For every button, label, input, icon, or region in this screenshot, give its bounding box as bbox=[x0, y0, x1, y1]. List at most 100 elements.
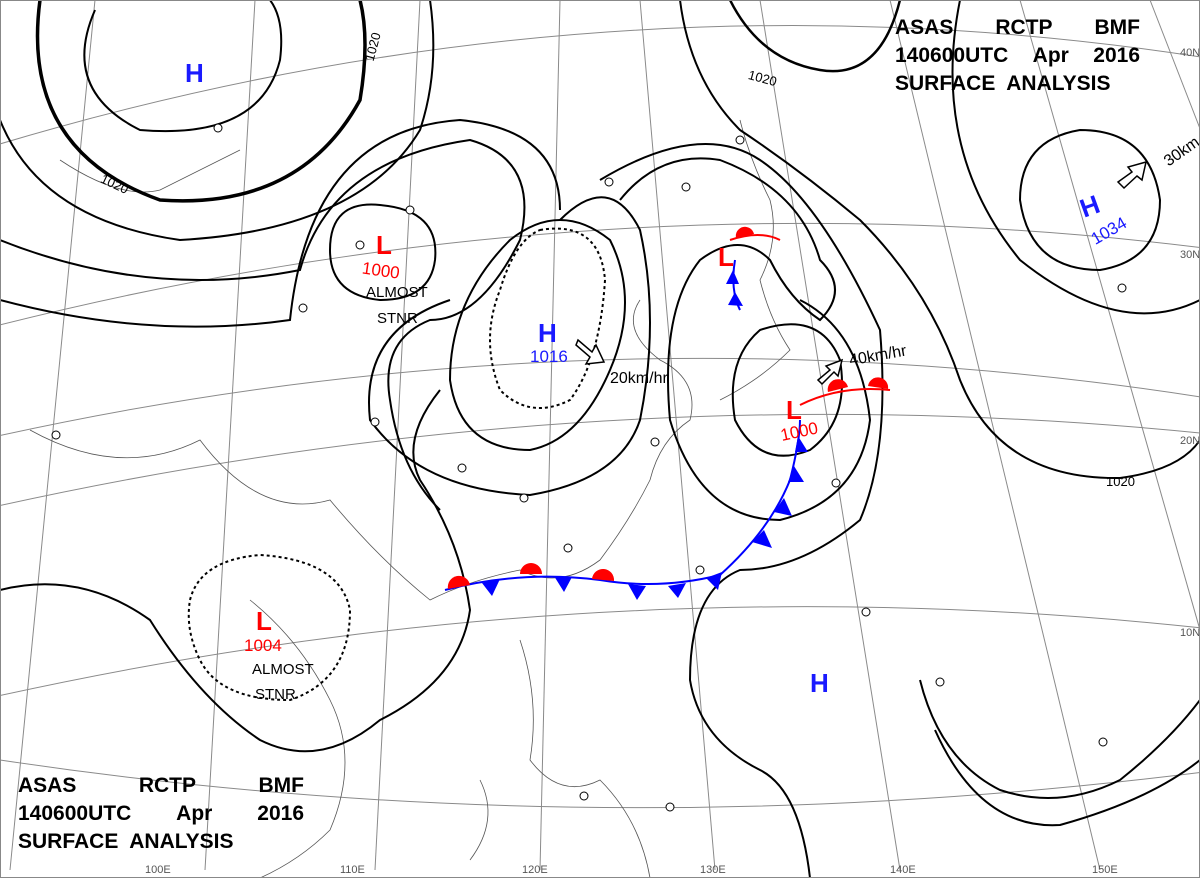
isobar bbox=[951, 0, 1200, 315]
isobar bbox=[728, 0, 902, 73]
warm-front-symbol bbox=[735, 226, 754, 238]
stationary-front bbox=[444, 574, 721, 591]
header-text: BMF bbox=[258, 774, 305, 797]
warm-front-symbol bbox=[868, 377, 889, 389]
header-text: SURFACE ANALYSIS bbox=[18, 830, 234, 853]
warm-front-symbol bbox=[520, 563, 542, 574]
cold-front bbox=[719, 419, 801, 576]
motion-speed: 20km/hr bbox=[610, 370, 668, 387]
station-plots bbox=[51, 123, 1127, 812]
header-text: 2016 bbox=[1093, 44, 1140, 67]
isobar-label: 1020 bbox=[98, 171, 131, 197]
isobar bbox=[0, 389, 472, 753]
isobar-label: 1020 bbox=[362, 31, 384, 63]
isobar bbox=[1018, 128, 1162, 272]
header-text: RCTP bbox=[995, 16, 1053, 39]
dashed-isobars bbox=[187, 227, 607, 702]
longitude-label: 140E bbox=[890, 864, 916, 876]
isobar bbox=[731, 323, 843, 457]
longitude-label: 110E bbox=[340, 864, 365, 876]
system-note: ALMOST bbox=[366, 284, 428, 301]
motion-speed: 40km/hr bbox=[848, 342, 909, 369]
motion-arrow-icon bbox=[1116, 160, 1148, 190]
cold-front-symbol bbox=[752, 530, 772, 548]
system-note: STNR bbox=[377, 310, 418, 327]
motion-arrow-icon bbox=[575, 338, 606, 365]
longitude-label: 100E bbox=[145, 864, 171, 876]
isobar bbox=[0, 118, 561, 328]
header-text: 140600UTC bbox=[18, 802, 132, 825]
cold-front-symbol bbox=[554, 576, 572, 592]
longitude-label: 130E bbox=[700, 864, 726, 876]
coastlines bbox=[29, 119, 791, 878]
chart-header-top: ASAS RCTP BMF 140600UTC Apr 2016 SURFACE ANALY… bbox=[895, 14, 1140, 98]
cold-front-symbol bbox=[795, 436, 808, 452]
motion-arrows bbox=[575, 160, 1148, 386]
warm-front-symbol bbox=[447, 575, 470, 589]
isobar bbox=[0, 0, 435, 242]
cold-front-symbol bbox=[788, 466, 804, 482]
cold-front-symbol bbox=[628, 584, 646, 600]
cold-front-symbol bbox=[728, 292, 743, 306]
low-pressure-symbol: L bbox=[718, 242, 734, 272]
isobar bbox=[368, 196, 651, 497]
cold-front bbox=[732, 259, 741, 311]
high-pressure-value: 1016 bbox=[530, 347, 568, 366]
header-text: 2016 bbox=[257, 802, 304, 825]
cold-front-symbol bbox=[482, 579, 500, 596]
isobar bbox=[934, 729, 1200, 827]
cold-front-symbol bbox=[668, 583, 686, 598]
isobar bbox=[679, 0, 1200, 480]
cold-front-symbol bbox=[726, 270, 739, 284]
high-pressure-symbol: H bbox=[185, 58, 204, 88]
high-pressure-symbol: H bbox=[1076, 189, 1104, 224]
latitude-label: 40N bbox=[1180, 47, 1200, 59]
header-text: BMF bbox=[1094, 16, 1141, 39]
latitude-label: 30N bbox=[1180, 249, 1200, 261]
low-pressure-symbol: L bbox=[786, 395, 802, 425]
longitude-label: 120E bbox=[522, 864, 548, 876]
longitude-label: 150E bbox=[1092, 864, 1118, 876]
cold-front-symbol bbox=[774, 498, 792, 516]
low-pressure-symbol: L bbox=[256, 606, 272, 636]
isobar-label: 1020 bbox=[747, 67, 779, 89]
isobar bbox=[83, 0, 283, 133]
header-text: SURFACE ANALYSIS bbox=[895, 72, 1111, 95]
cold-front-symbol bbox=[706, 572, 722, 590]
header-text: 140600UTC bbox=[895, 44, 1009, 67]
motion-arrow-icon bbox=[816, 358, 844, 386]
high-pressure-symbol: H bbox=[810, 668, 829, 698]
isobar bbox=[35, 0, 367, 203]
system-note: STNR bbox=[255, 686, 296, 703]
low-pressure-value: 1004 bbox=[244, 636, 282, 655]
warm-front bbox=[729, 234, 781, 241]
high-pressure-symbol: H bbox=[538, 318, 557, 348]
isobar-label: 1020 bbox=[1106, 474, 1135, 489]
isobar bbox=[919, 679, 1200, 799]
low-pressure-symbol: L bbox=[376, 230, 392, 260]
system-note: ALMOST bbox=[252, 661, 314, 678]
header-text: Apr bbox=[176, 802, 213, 825]
warm-front-symbol bbox=[592, 568, 615, 581]
isobar bbox=[448, 219, 626, 452]
motion-speed: 30km bbox=[1161, 134, 1200, 170]
warm-front-symbol bbox=[827, 379, 848, 392]
low-pressure-value: 1000 bbox=[779, 418, 820, 444]
warm-front bbox=[799, 388, 891, 406]
isobar bbox=[599, 143, 884, 878]
isobar bbox=[489, 227, 607, 409]
fronts bbox=[444, 226, 891, 600]
isobar bbox=[619, 157, 872, 522]
header-text: Apr bbox=[1032, 44, 1069, 67]
chart-header-bottom: ASAS RCTP BMF 140600UTC Apr 2016 SURFACE ANALY… bbox=[18, 772, 304, 856]
isobar bbox=[0, 138, 526, 511]
latitude-label: 20N bbox=[1180, 435, 1200, 447]
header-text: RCTP bbox=[138, 774, 197, 797]
latitude-label: 10N bbox=[1180, 627, 1200, 639]
low-pressure-value: 1000 bbox=[361, 259, 401, 283]
header-text: ASAS bbox=[18, 774, 77, 797]
